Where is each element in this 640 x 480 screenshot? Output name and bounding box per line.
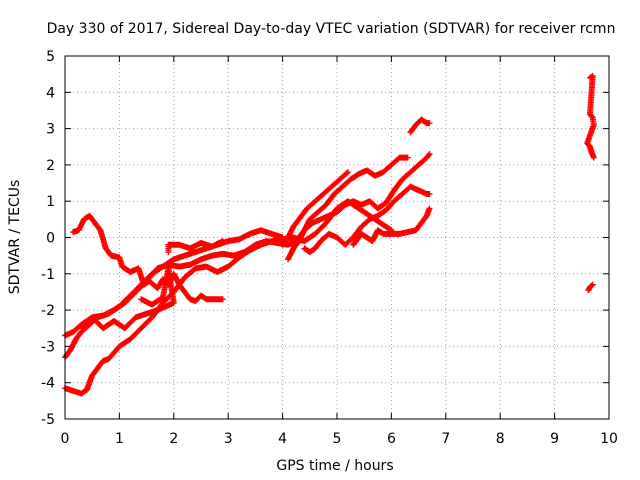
y-axis-label: SDTVAR / TECUs xyxy=(7,180,23,295)
y-tick-label: 2 xyxy=(46,158,55,174)
x-tick-label: 1 xyxy=(115,431,124,447)
chart-title: Day 330 of 2017, Sidereal Day-to-day VTE… xyxy=(47,21,616,37)
y-tick-label: 5 xyxy=(46,49,55,65)
series-10 xyxy=(350,205,433,248)
series-markers xyxy=(301,183,433,256)
y-tick-label: -4 xyxy=(41,376,55,392)
x-tick-label: 10 xyxy=(600,431,618,447)
x-tick-label: 4 xyxy=(278,431,287,447)
series-9 xyxy=(301,183,433,256)
x-tick-label: 3 xyxy=(224,431,233,447)
y-tick-labels: -5 -4 -3 -2 -1 0 1 2 3 4 5 xyxy=(41,49,55,428)
y-tick-label: 1 xyxy=(46,194,55,210)
series-7 xyxy=(290,154,411,252)
y-tick-label: 4 xyxy=(46,85,55,101)
x-axis-label: GPS time / hours xyxy=(276,458,393,474)
series-12 xyxy=(584,72,597,294)
y-tick-label: -1 xyxy=(41,267,55,283)
y-tick-label: 0 xyxy=(46,231,55,247)
x-tick-label: 9 xyxy=(550,431,559,447)
x-tick-label: 8 xyxy=(496,431,505,447)
x-tick-label: 7 xyxy=(441,431,450,447)
series-markers xyxy=(78,238,226,332)
x-tick-label: 5 xyxy=(333,431,342,447)
plot-frame xyxy=(64,55,610,420)
axis-ticks xyxy=(64,55,610,420)
x-tick-label: 0 xyxy=(61,431,70,447)
series-markers xyxy=(584,72,597,294)
y-tick-label: -3 xyxy=(41,339,55,355)
series-markers xyxy=(290,154,411,252)
x-tick-label: 6 xyxy=(387,431,396,447)
series-markers xyxy=(279,169,351,248)
y-tick-label: -5 xyxy=(41,412,55,428)
x-tick-labels: 0 1 2 3 4 5 6 7 8 9 10 xyxy=(61,431,618,447)
series-markers xyxy=(350,205,433,248)
series-5 xyxy=(78,238,226,332)
series-markers xyxy=(407,116,433,136)
y-tick-label: -2 xyxy=(41,303,55,319)
series-11 xyxy=(407,116,433,136)
series-8 xyxy=(279,169,351,248)
x-tick-label: 2 xyxy=(169,431,178,447)
gridlines xyxy=(65,56,609,419)
y-tick-label: 3 xyxy=(46,122,55,138)
